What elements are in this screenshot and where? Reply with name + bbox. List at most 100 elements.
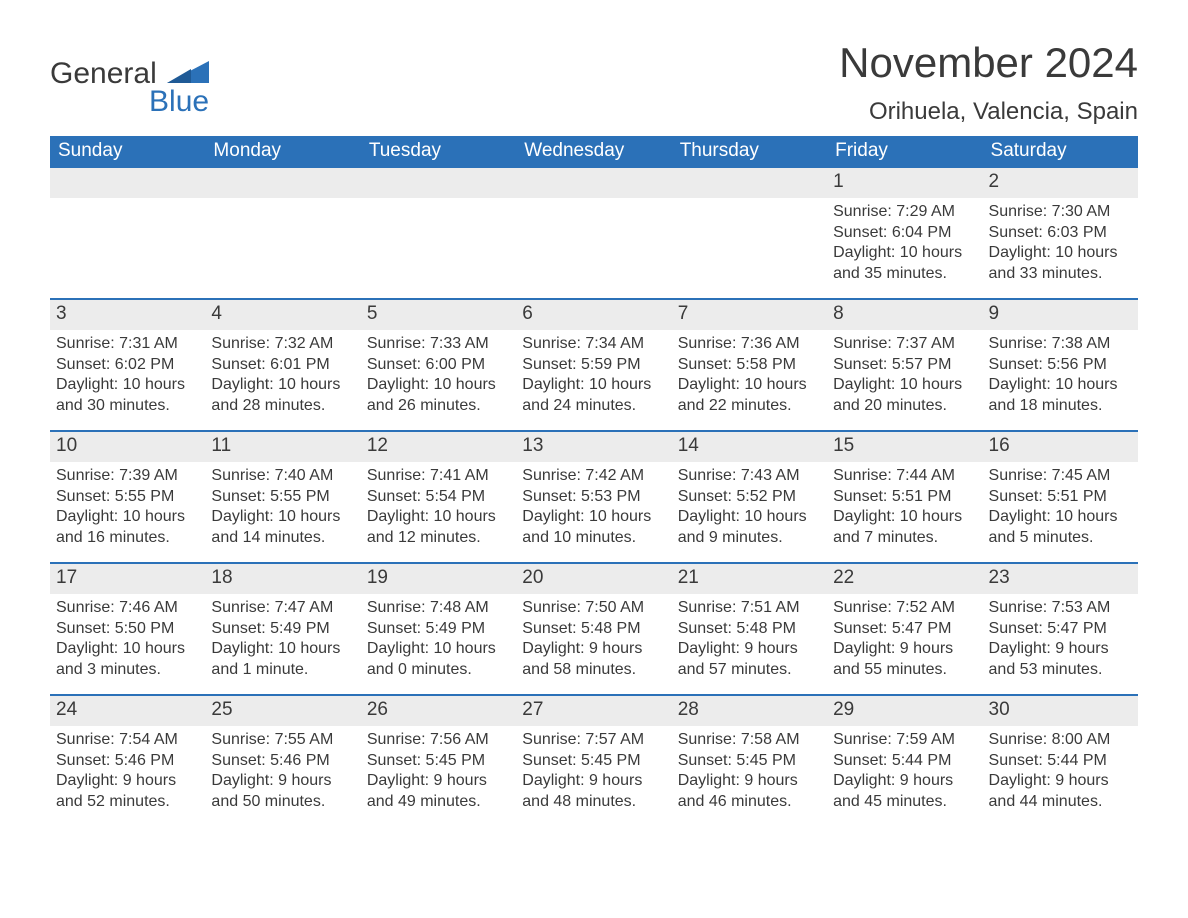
day-number: 27	[516, 696, 671, 726]
day-cell: 23Sunrise: 7:53 AMSunset: 5:47 PMDayligh…	[983, 564, 1138, 694]
day-body: Sunrise: 7:31 AMSunset: 6:02 PMDaylight:…	[50, 330, 205, 421]
day-body: Sunrise: 7:41 AMSunset: 5:54 PMDaylight:…	[361, 462, 516, 553]
sunrise-text: Sunrise: 7:48 AM	[367, 598, 510, 619]
day-number: 24	[50, 696, 205, 726]
sunset-text: Sunset: 6:01 PM	[211, 355, 354, 376]
daylight-text: Daylight: 10 hours and 0 minutes.	[367, 639, 510, 681]
day-body: Sunrise: 7:30 AMSunset: 6:03 PMDaylight:…	[983, 198, 1138, 289]
sunrise-text: Sunrise: 7:39 AM	[56, 466, 199, 487]
sunset-text: Sunset: 5:44 PM	[989, 751, 1132, 772]
day-cell: 9Sunrise: 7:38 AMSunset: 5:56 PMDaylight…	[983, 300, 1138, 430]
day-header: Monday	[205, 136, 360, 168]
logo-blue: Blue	[50, 87, 209, 117]
day-body: Sunrise: 7:43 AMSunset: 5:52 PMDaylight:…	[672, 462, 827, 553]
day-number: 13	[516, 432, 671, 462]
sunrise-text: Sunrise: 7:31 AM	[56, 334, 199, 355]
day-body: Sunrise: 7:53 AMSunset: 5:47 PMDaylight:…	[983, 594, 1138, 685]
sunrise-text: Sunrise: 7:45 AM	[989, 466, 1132, 487]
day-cell	[516, 168, 671, 298]
sunset-text: Sunset: 5:45 PM	[522, 751, 665, 772]
day-number: 4	[205, 300, 360, 330]
day-number: 16	[983, 432, 1138, 462]
daylight-text: Daylight: 10 hours and 16 minutes.	[56, 507, 199, 549]
daylight-text: Daylight: 10 hours and 3 minutes.	[56, 639, 199, 681]
sunset-text: Sunset: 5:51 PM	[833, 487, 976, 508]
location: Orihuela, Valencia, Spain	[839, 98, 1138, 126]
title-block: November 2024 Orihuela, Valencia, Spain	[839, 40, 1138, 126]
sunrise-text: Sunrise: 7:57 AM	[522, 730, 665, 751]
day-cell: 16Sunrise: 7:45 AMSunset: 5:51 PMDayligh…	[983, 432, 1138, 562]
day-cell	[361, 168, 516, 298]
day-cell: 1Sunrise: 7:29 AMSunset: 6:04 PMDaylight…	[827, 168, 982, 298]
sunset-text: Sunset: 6:04 PM	[833, 223, 976, 244]
day-number: 12	[361, 432, 516, 462]
day-cell: 8Sunrise: 7:37 AMSunset: 5:57 PMDaylight…	[827, 300, 982, 430]
sunset-text: Sunset: 5:58 PM	[678, 355, 821, 376]
daylight-text: Daylight: 10 hours and 24 minutes.	[522, 375, 665, 417]
sunset-text: Sunset: 5:55 PM	[56, 487, 199, 508]
sunrise-text: Sunrise: 7:46 AM	[56, 598, 199, 619]
day-number: 23	[983, 564, 1138, 594]
day-cell: 5Sunrise: 7:33 AMSunset: 6:00 PMDaylight…	[361, 300, 516, 430]
sunset-text: Sunset: 5:48 PM	[678, 619, 821, 640]
daylight-text: Daylight: 10 hours and 18 minutes.	[989, 375, 1132, 417]
sunset-text: Sunset: 5:45 PM	[367, 751, 510, 772]
day-cell	[50, 168, 205, 298]
day-body: Sunrise: 7:56 AMSunset: 5:45 PMDaylight:…	[361, 726, 516, 817]
sunrise-text: Sunrise: 7:33 AM	[367, 334, 510, 355]
daylight-text: Daylight: 10 hours and 26 minutes.	[367, 375, 510, 417]
sunset-text: Sunset: 5:53 PM	[522, 487, 665, 508]
day-number: 7	[672, 300, 827, 330]
day-cell	[205, 168, 360, 298]
day-cell: 27Sunrise: 7:57 AMSunset: 5:45 PMDayligh…	[516, 696, 671, 826]
sunset-text: Sunset: 5:51 PM	[989, 487, 1132, 508]
day-body: Sunrise: 7:51 AMSunset: 5:48 PMDaylight:…	[672, 594, 827, 685]
sunset-text: Sunset: 5:52 PM	[678, 487, 821, 508]
day-number: 2	[983, 168, 1138, 198]
day-number: 8	[827, 300, 982, 330]
sunrise-text: Sunrise: 7:53 AM	[989, 598, 1132, 619]
day-cell: 30Sunrise: 8:00 AMSunset: 5:44 PMDayligh…	[983, 696, 1138, 826]
day-cell: 6Sunrise: 7:34 AMSunset: 5:59 PMDaylight…	[516, 300, 671, 430]
day-number	[361, 168, 516, 198]
day-body: Sunrise: 7:33 AMSunset: 6:00 PMDaylight:…	[361, 330, 516, 421]
sunrise-text: Sunrise: 8:00 AM	[989, 730, 1132, 751]
sunrise-text: Sunrise: 7:50 AM	[522, 598, 665, 619]
daylight-text: Daylight: 10 hours and 28 minutes.	[211, 375, 354, 417]
daylight-text: Daylight: 10 hours and 22 minutes.	[678, 375, 821, 417]
calendar: SundayMondayTuesdayWednesdayThursdayFrid…	[50, 136, 1138, 826]
daylight-text: Daylight: 10 hours and 33 minutes.	[989, 243, 1132, 285]
sunset-text: Sunset: 5:59 PM	[522, 355, 665, 376]
day-number: 29	[827, 696, 982, 726]
sunrise-text: Sunrise: 7:38 AM	[989, 334, 1132, 355]
day-cell: 12Sunrise: 7:41 AMSunset: 5:54 PMDayligh…	[361, 432, 516, 562]
day-cell	[672, 168, 827, 298]
sunrise-text: Sunrise: 7:47 AM	[211, 598, 354, 619]
sunrise-text: Sunrise: 7:30 AM	[989, 202, 1132, 223]
day-number	[516, 168, 671, 198]
sunrise-text: Sunrise: 7:42 AM	[522, 466, 665, 487]
day-number: 30	[983, 696, 1138, 726]
day-number: 25	[205, 696, 360, 726]
logo-text: General Blue	[50, 55, 209, 117]
logo-general: General	[50, 57, 157, 90]
daylight-text: Daylight: 10 hours and 12 minutes.	[367, 507, 510, 549]
day-body: Sunrise: 7:29 AMSunset: 6:04 PMDaylight:…	[827, 198, 982, 289]
day-number: 20	[516, 564, 671, 594]
day-number: 1	[827, 168, 982, 198]
day-body: Sunrise: 7:57 AMSunset: 5:45 PMDaylight:…	[516, 726, 671, 817]
daylight-text: Daylight: 10 hours and 14 minutes.	[211, 507, 354, 549]
week-row: 24Sunrise: 7:54 AMSunset: 5:46 PMDayligh…	[50, 694, 1138, 826]
day-header: Wednesday	[516, 136, 671, 168]
day-body: Sunrise: 7:54 AMSunset: 5:46 PMDaylight:…	[50, 726, 205, 817]
sunrise-text: Sunrise: 7:34 AM	[522, 334, 665, 355]
daylight-text: Daylight: 9 hours and 55 minutes.	[833, 639, 976, 681]
day-cell: 17Sunrise: 7:46 AMSunset: 5:50 PMDayligh…	[50, 564, 205, 694]
day-body: Sunrise: 7:40 AMSunset: 5:55 PMDaylight:…	[205, 462, 360, 553]
day-body: Sunrise: 8:00 AMSunset: 5:44 PMDaylight:…	[983, 726, 1138, 817]
daylight-text: Daylight: 10 hours and 1 minute.	[211, 639, 354, 681]
sunset-text: Sunset: 5:50 PM	[56, 619, 199, 640]
day-cell: 29Sunrise: 7:59 AMSunset: 5:44 PMDayligh…	[827, 696, 982, 826]
day-number: 14	[672, 432, 827, 462]
day-body: Sunrise: 7:42 AMSunset: 5:53 PMDaylight:…	[516, 462, 671, 553]
